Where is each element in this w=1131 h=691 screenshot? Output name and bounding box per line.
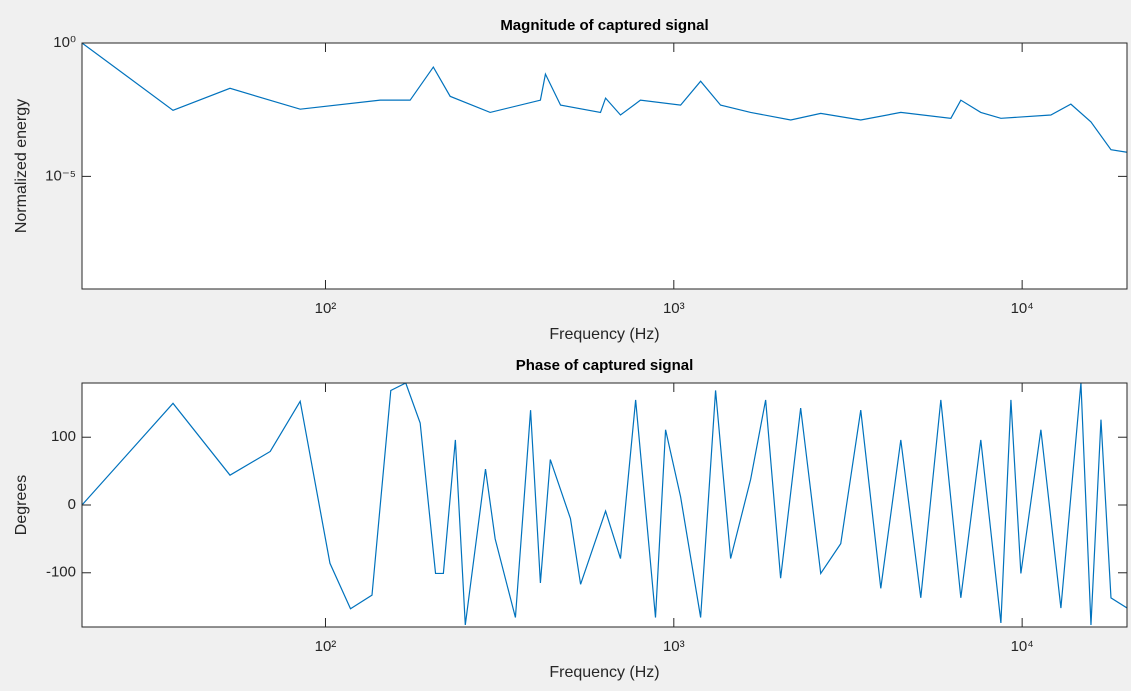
chart-title: Magnitude of captured signal xyxy=(500,17,708,34)
y-tick-label: -100 xyxy=(46,564,76,581)
y-tick-label: 100 xyxy=(51,428,76,445)
x-axis-label: Frequency (Hz) xyxy=(549,664,659,681)
axes-box xyxy=(81,42,1128,290)
x-tick-label: 10³ xyxy=(663,638,685,655)
y-axis-label: Degrees xyxy=(13,475,30,535)
data-line xyxy=(82,383,1127,626)
data-line xyxy=(82,43,1127,153)
chart-title: Phase of captured signal xyxy=(516,357,694,374)
x-tick-label: 10² xyxy=(315,638,337,655)
x-tick-label: 10² xyxy=(315,300,337,317)
plot-area xyxy=(82,43,1127,289)
plot-area xyxy=(82,383,1127,627)
y-tick-label: 10⁻⁵ xyxy=(45,167,76,184)
y-tick-label: 10⁰ xyxy=(53,34,76,51)
x-tick-label: 10⁴ xyxy=(1011,638,1034,655)
y-axis-label: Normalized energy xyxy=(13,99,30,233)
y-tick-label: 0 xyxy=(68,496,76,513)
x-tick-label: 10⁴ xyxy=(1011,300,1034,317)
x-axis-label: Frequency (Hz) xyxy=(549,326,659,343)
x-tick-label: 10³ xyxy=(663,300,685,317)
